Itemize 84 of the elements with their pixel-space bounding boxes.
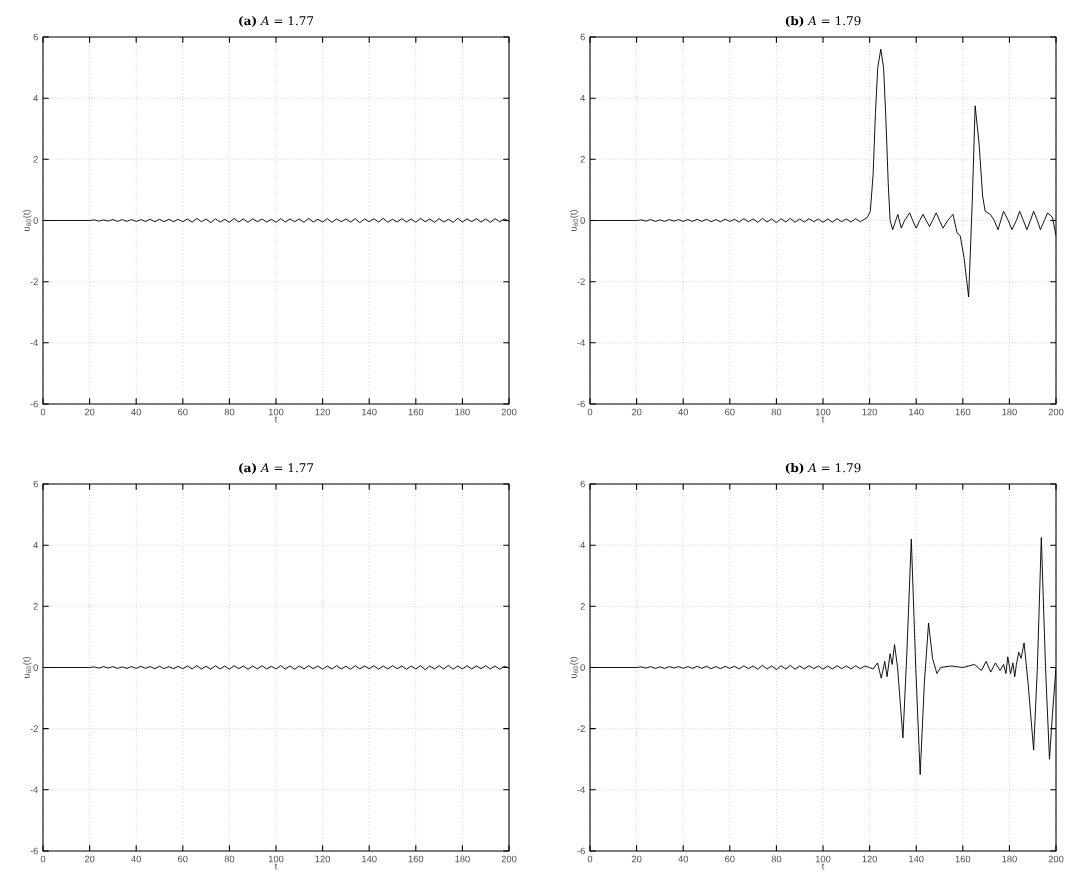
x-tick-label: 160 <box>955 855 971 863</box>
y-tick-label: 4 <box>33 541 39 549</box>
y-tick-label: 2 <box>33 156 38 163</box>
x-tick-label: 180 <box>455 855 470 863</box>
x-tick-label: 40 <box>131 855 142 863</box>
x-tick-label: 0 <box>587 855 593 863</box>
y-tick-label: 2 <box>33 603 38 610</box>
x-tick-label: 100 <box>815 408 831 416</box>
y-tick-label: -4 <box>577 339 586 347</box>
x-tick-label: 0 <box>587 408 593 416</box>
x-tick-label: 80 <box>771 408 782 416</box>
y-axis-title: u$_{60}$(t) <box>569 210 579 231</box>
x-tick-label: 20 <box>84 408 95 416</box>
y-tick-label: 4 <box>580 541 586 549</box>
y-tick-label: 0 <box>580 217 585 224</box>
x-tick-label: 80 <box>224 855 235 863</box>
y-tick-label: 0 <box>33 664 38 671</box>
chart-title: (a) A = 1.77 <box>239 15 314 27</box>
x-tick-label: 20 <box>631 408 642 416</box>
y-tick-label: 4 <box>580 94 586 102</box>
x-tick-label: 60 <box>725 855 735 863</box>
y-tick-label: -6 <box>577 400 585 408</box>
x-tick-label: 40 <box>131 408 142 416</box>
x-tick-label: 100 <box>268 855 284 863</box>
chart-title: (a) A = 1.77 <box>239 462 314 474</box>
y-tick-label: 6 <box>580 33 585 41</box>
y-tick-label: -6 <box>577 847 585 855</box>
x-tick-label: 120 <box>315 855 331 863</box>
y-tick-label: -2 <box>30 725 38 732</box>
y-axis-title: u$_{60}$(t) <box>22 657 32 678</box>
x-tick-label: 40 <box>678 855 689 863</box>
y-axis-title: u$_{60}$(t) <box>22 210 32 231</box>
y-tick-label: 6 <box>33 33 38 41</box>
y-tick-label: -6 <box>30 847 38 855</box>
y-tick-label: 6 <box>33 480 38 488</box>
y-tick-label: 0 <box>580 664 585 671</box>
x-axis-title: t <box>274 863 278 870</box>
y-tick-label: -4 <box>30 339 39 347</box>
x-tick-label: 180 <box>1002 408 1017 416</box>
x-tick-label: 0 <box>40 408 46 416</box>
y-tick-label: -2 <box>30 278 38 285</box>
chart-title: (b) A = 1.79 <box>785 15 861 27</box>
y-tick-label: -2 <box>577 278 585 285</box>
x-tick-label: 180 <box>455 408 470 416</box>
x-axis-title: t <box>821 863 825 870</box>
x-tick-label: 120 <box>862 408 878 416</box>
x-tick-label: 120 <box>862 855 878 863</box>
y-axis-title: u$_{60}$(t) <box>569 657 579 678</box>
y-tick-label: 2 <box>580 603 585 610</box>
x-tick-label: 200 <box>501 408 517 416</box>
x-tick-label: 0 <box>40 855 46 863</box>
x-tick-label: 180 <box>1002 855 1017 863</box>
x-tick-label: 100 <box>268 408 284 416</box>
y-tick-label: -4 <box>30 786 39 794</box>
x-tick-label: 160 <box>408 855 424 863</box>
x-tick-label: 140 <box>362 855 377 863</box>
x-tick-label: 200 <box>501 855 517 863</box>
y-tick-label: 2 <box>580 156 585 163</box>
x-tick-label: 60 <box>178 855 188 863</box>
x-tick-label: 20 <box>84 855 95 863</box>
x-tick-label: 200 <box>1048 855 1064 863</box>
chart-title: (b) A = 1.79 <box>785 462 861 474</box>
y-tick-label: 0 <box>33 217 38 224</box>
x-axis-title: t <box>274 416 278 423</box>
x-tick-label: 40 <box>678 408 689 416</box>
y-tick-label: 6 <box>580 480 585 488</box>
x-tick-label: 20 <box>631 855 642 863</box>
x-tick-label: 160 <box>408 408 424 416</box>
y-tick-label: -4 <box>577 786 586 794</box>
y-tick-label: 4 <box>33 94 39 102</box>
x-tick-label: 120 <box>315 408 331 416</box>
x-tick-label: 140 <box>909 408 924 416</box>
x-tick-label: 140 <box>362 408 377 416</box>
y-tick-label: -6 <box>30 400 38 408</box>
x-tick-label: 140 <box>909 855 924 863</box>
x-tick-label: 60 <box>725 408 735 416</box>
x-tick-label: 100 <box>815 855 831 863</box>
y-tick-label: -2 <box>577 725 585 732</box>
x-tick-label: 80 <box>771 855 782 863</box>
x-tick-label: 80 <box>224 408 235 416</box>
x-axis-title: t <box>821 416 825 423</box>
x-tick-label: 160 <box>955 408 971 416</box>
x-tick-label: 60 <box>178 408 188 416</box>
x-tick-label: 200 <box>1048 408 1064 416</box>
